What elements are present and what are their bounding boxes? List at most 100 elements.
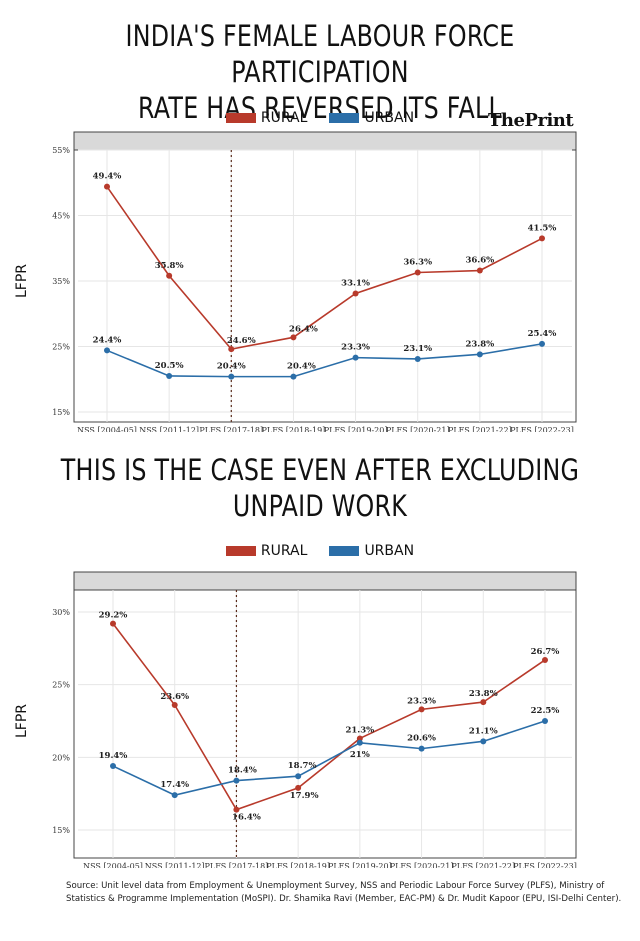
data-label-rural: 41.5% [528, 223, 557, 233]
x-tick-label: PLFS [2021-22] [451, 862, 515, 868]
x-tick-label: PLFS [2017-18] [205, 862, 269, 868]
data-label-rural: 21.3% [345, 725, 374, 735]
data-label-rural: 35.8% [155, 261, 184, 271]
legend-item-urban: URBAN [329, 110, 414, 126]
data-label-urban: 21% [350, 750, 370, 760]
legend-swatch-urban [329, 113, 360, 123]
legend-top: RURAL URBAN [0, 110, 640, 126]
data-point-rural [542, 656, 548, 663]
legend-label-rural: RURAL [260, 110, 308, 126]
x-tick-label: PLFS [2022-23] [510, 426, 574, 432]
panel-header-strip [73, 571, 577, 591]
x-tick-label: NSS [2011-12] [139, 426, 199, 432]
data-point-rural [356, 735, 363, 742]
headline-bottom-line1: THIS IS THE CASE EVEN AFTER EXCLUDING [60, 453, 580, 487]
data-label-rural: 23.6% [160, 692, 189, 702]
legend-label-rural: RURAL [260, 543, 308, 559]
series-line-urban [106, 343, 543, 378]
data-point-rural [171, 702, 178, 709]
data-point-urban [104, 347, 110, 354]
data-point-urban [542, 718, 548, 724]
data-point-rural [480, 699, 487, 706]
legend-swatch-rural [225, 546, 256, 556]
legend-swatch-urban [329, 546, 360, 556]
data-label-urban: 22.5% [531, 706, 560, 716]
chart-bottom: 15%20%25%30%NSS [2004-05] NSS [2011-12] PL… [14, 571, 577, 868]
headline-top: INDIA'S FEMALE LABOUR FORCE PARTICIPATIO… [58, 18, 583, 126]
plot-panel [73, 589, 577, 859]
data-point-urban [171, 792, 178, 799]
data-point-rural [290, 334, 297, 341]
data-label-rural: 26.7% [531, 647, 560, 657]
data-point-rural [166, 272, 173, 279]
data-label-rural: 23.8% [469, 689, 498, 699]
y-tick-label: 15% [52, 826, 70, 835]
data-point-urban [480, 738, 487, 745]
data-label-urban: 20.4% [217, 362, 246, 372]
y-tick-label: 35% [52, 277, 70, 286]
legend-label-urban: URBAN [364, 110, 415, 126]
data-label-rural: 24.6% [227, 336, 256, 346]
data-point-urban [233, 777, 240, 784]
data-point-urban [290, 373, 297, 380]
data-label-urban: 21.1% [469, 726, 498, 736]
data-point-urban [166, 372, 173, 379]
data-label-urban: 24.4% [93, 335, 122, 345]
x-tick-label: NSS [2004-05] [83, 862, 143, 868]
data-point-urban [228, 373, 235, 380]
data-point-urban [539, 340, 545, 347]
x-tick-label: PLFS [2022-23] [513, 862, 577, 868]
series-line-rural [112, 623, 546, 811]
data-point-urban [418, 745, 425, 752]
data-label-urban: 23.8% [465, 339, 494, 349]
data-label-urban: 18.7% [288, 761, 317, 771]
y-tick-label: 20% [52, 753, 70, 762]
data-point-rural [414, 269, 421, 276]
series-line-urban [112, 720, 546, 796]
x-tick-label: NSS [2011-12] [145, 862, 205, 868]
x-tick-label: PLFS [2020-21] [390, 862, 454, 868]
y-tick-label: 25% [52, 681, 70, 690]
x-tick-label: PLFS [2019-20] [324, 426, 388, 432]
headline-top-line1: INDIA'S FEMALE LABOUR FORCE PARTICIPATIO… [125, 19, 515, 89]
data-label-rural: 49.4% [93, 172, 122, 182]
data-label-urban: 18.4% [228, 766, 257, 776]
x-tick-label: PLFS [2021-22] [448, 426, 512, 432]
data-point-urban [476, 351, 483, 358]
headline-bottom-line2: UNPAID WORK [232, 489, 408, 523]
data-point-urban [356, 739, 363, 746]
data-label-rural: 23.3% [407, 696, 436, 706]
data-label-urban: 20.6% [407, 734, 436, 744]
y-tick-label: 45% [52, 212, 70, 221]
data-label-urban: 20.4% [287, 362, 316, 372]
data-point-rural [233, 806, 240, 813]
data-point-rural [110, 620, 116, 627]
data-label-urban: 25.4% [528, 329, 557, 339]
data-point-rural [539, 235, 545, 242]
y-tick-label: 15% [52, 408, 70, 417]
legend-label-urban: URBAN [364, 543, 415, 559]
legend-item-urban: URBAN [329, 543, 414, 559]
source-note: Source: Unit level data from Employment … [66, 881, 622, 904]
y-axis-label: LFPR [14, 704, 30, 738]
x-tick-label: PLFS [2019-20] [328, 862, 392, 868]
brand-logo: ThePrint [488, 110, 574, 131]
data-label-rural: 36.6% [465, 256, 494, 266]
data-point-urban [352, 354, 359, 361]
data-label-urban: 19.4% [99, 751, 128, 761]
data-point-rural [476, 267, 483, 274]
data-point-rural [418, 706, 425, 713]
legend-swatch-rural [225, 113, 256, 123]
x-tick-label: NSS [2004-05] [77, 426, 137, 432]
data-label-urban: 23.3% [341, 343, 370, 353]
plot-panel [73, 149, 577, 423]
headline-bottom: THIS IS THE CASE EVEN AFTER EXCLUDING UN… [58, 452, 583, 524]
y-tick-label: 25% [52, 343, 70, 352]
data-label-rural: 16.4% [232, 813, 261, 823]
data-point-urban [295, 773, 302, 780]
data-point-rural [295, 784, 302, 791]
data-label-urban: 20.5% [155, 361, 184, 371]
panel-header-strip [73, 131, 577, 151]
legend-item-rural: RURAL [225, 110, 308, 126]
series-line-rural [106, 186, 543, 350]
